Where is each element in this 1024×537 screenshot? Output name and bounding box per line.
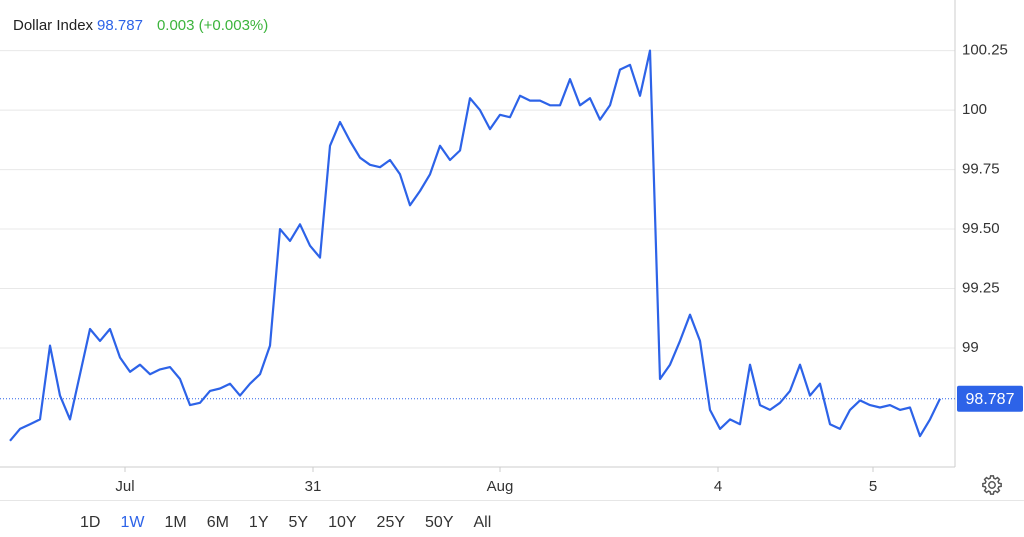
range-button[interactable]: 1D bbox=[80, 514, 101, 531]
x-tick-label: Jul bbox=[115, 478, 134, 495]
price-line bbox=[9, 49, 941, 442]
range-selector: 1D 1W 1M 6M 1Y 5Y 10Y 25Y 50Y All bbox=[80, 514, 511, 532]
range-button[interactable]: 5Y bbox=[288, 514, 309, 531]
change: 0.003 (+0.003%) bbox=[156, 17, 269, 34]
y-tick-label: 99.75 bbox=[962, 161, 1000, 178]
last-value-label: 98.787 bbox=[966, 391, 1015, 408]
last-value: 98.787 bbox=[97, 17, 143, 34]
divider bbox=[0, 500, 1024, 501]
x-tick-label: 5 bbox=[869, 478, 877, 495]
y-tick-label: 99.25 bbox=[962, 280, 1000, 297]
settings-icon[interactable] bbox=[981, 474, 1003, 496]
range-button[interactable]: 1M bbox=[164, 514, 187, 531]
y-tick-label: 99.50 bbox=[962, 220, 1000, 237]
y-tick-label: 100.25 bbox=[962, 42, 1008, 59]
x-tick-label: Aug bbox=[487, 478, 514, 495]
x-tick-label: 4 bbox=[714, 478, 722, 495]
header: Dollar Index 98.787 0.003 (+0.003%) bbox=[13, 17, 268, 34]
range-button[interactable]: 50Y bbox=[425, 514, 454, 531]
range-button[interactable]: 1W bbox=[120, 514, 145, 531]
range-button[interactable]: 25Y bbox=[376, 514, 406, 531]
x-tick-label: 31 bbox=[305, 478, 322, 495]
y-tick-label: 100 bbox=[962, 101, 987, 118]
title: Dollar Index bbox=[13, 17, 94, 34]
range-button[interactable]: All bbox=[473, 514, 492, 531]
y-tick-label: 99 bbox=[962, 339, 979, 356]
last-value-box bbox=[957, 385, 1023, 412]
range-button[interactable]: 1Y bbox=[248, 514, 269, 531]
range-button[interactable]: 6M bbox=[206, 514, 229, 531]
range-button[interactable]: 10Y bbox=[328, 514, 357, 531]
chart: 99 99.25 99.50 99.75 100 100.25 Jul 31 Aug 4 5 98.7… bbox=[0, 0, 1023, 495]
